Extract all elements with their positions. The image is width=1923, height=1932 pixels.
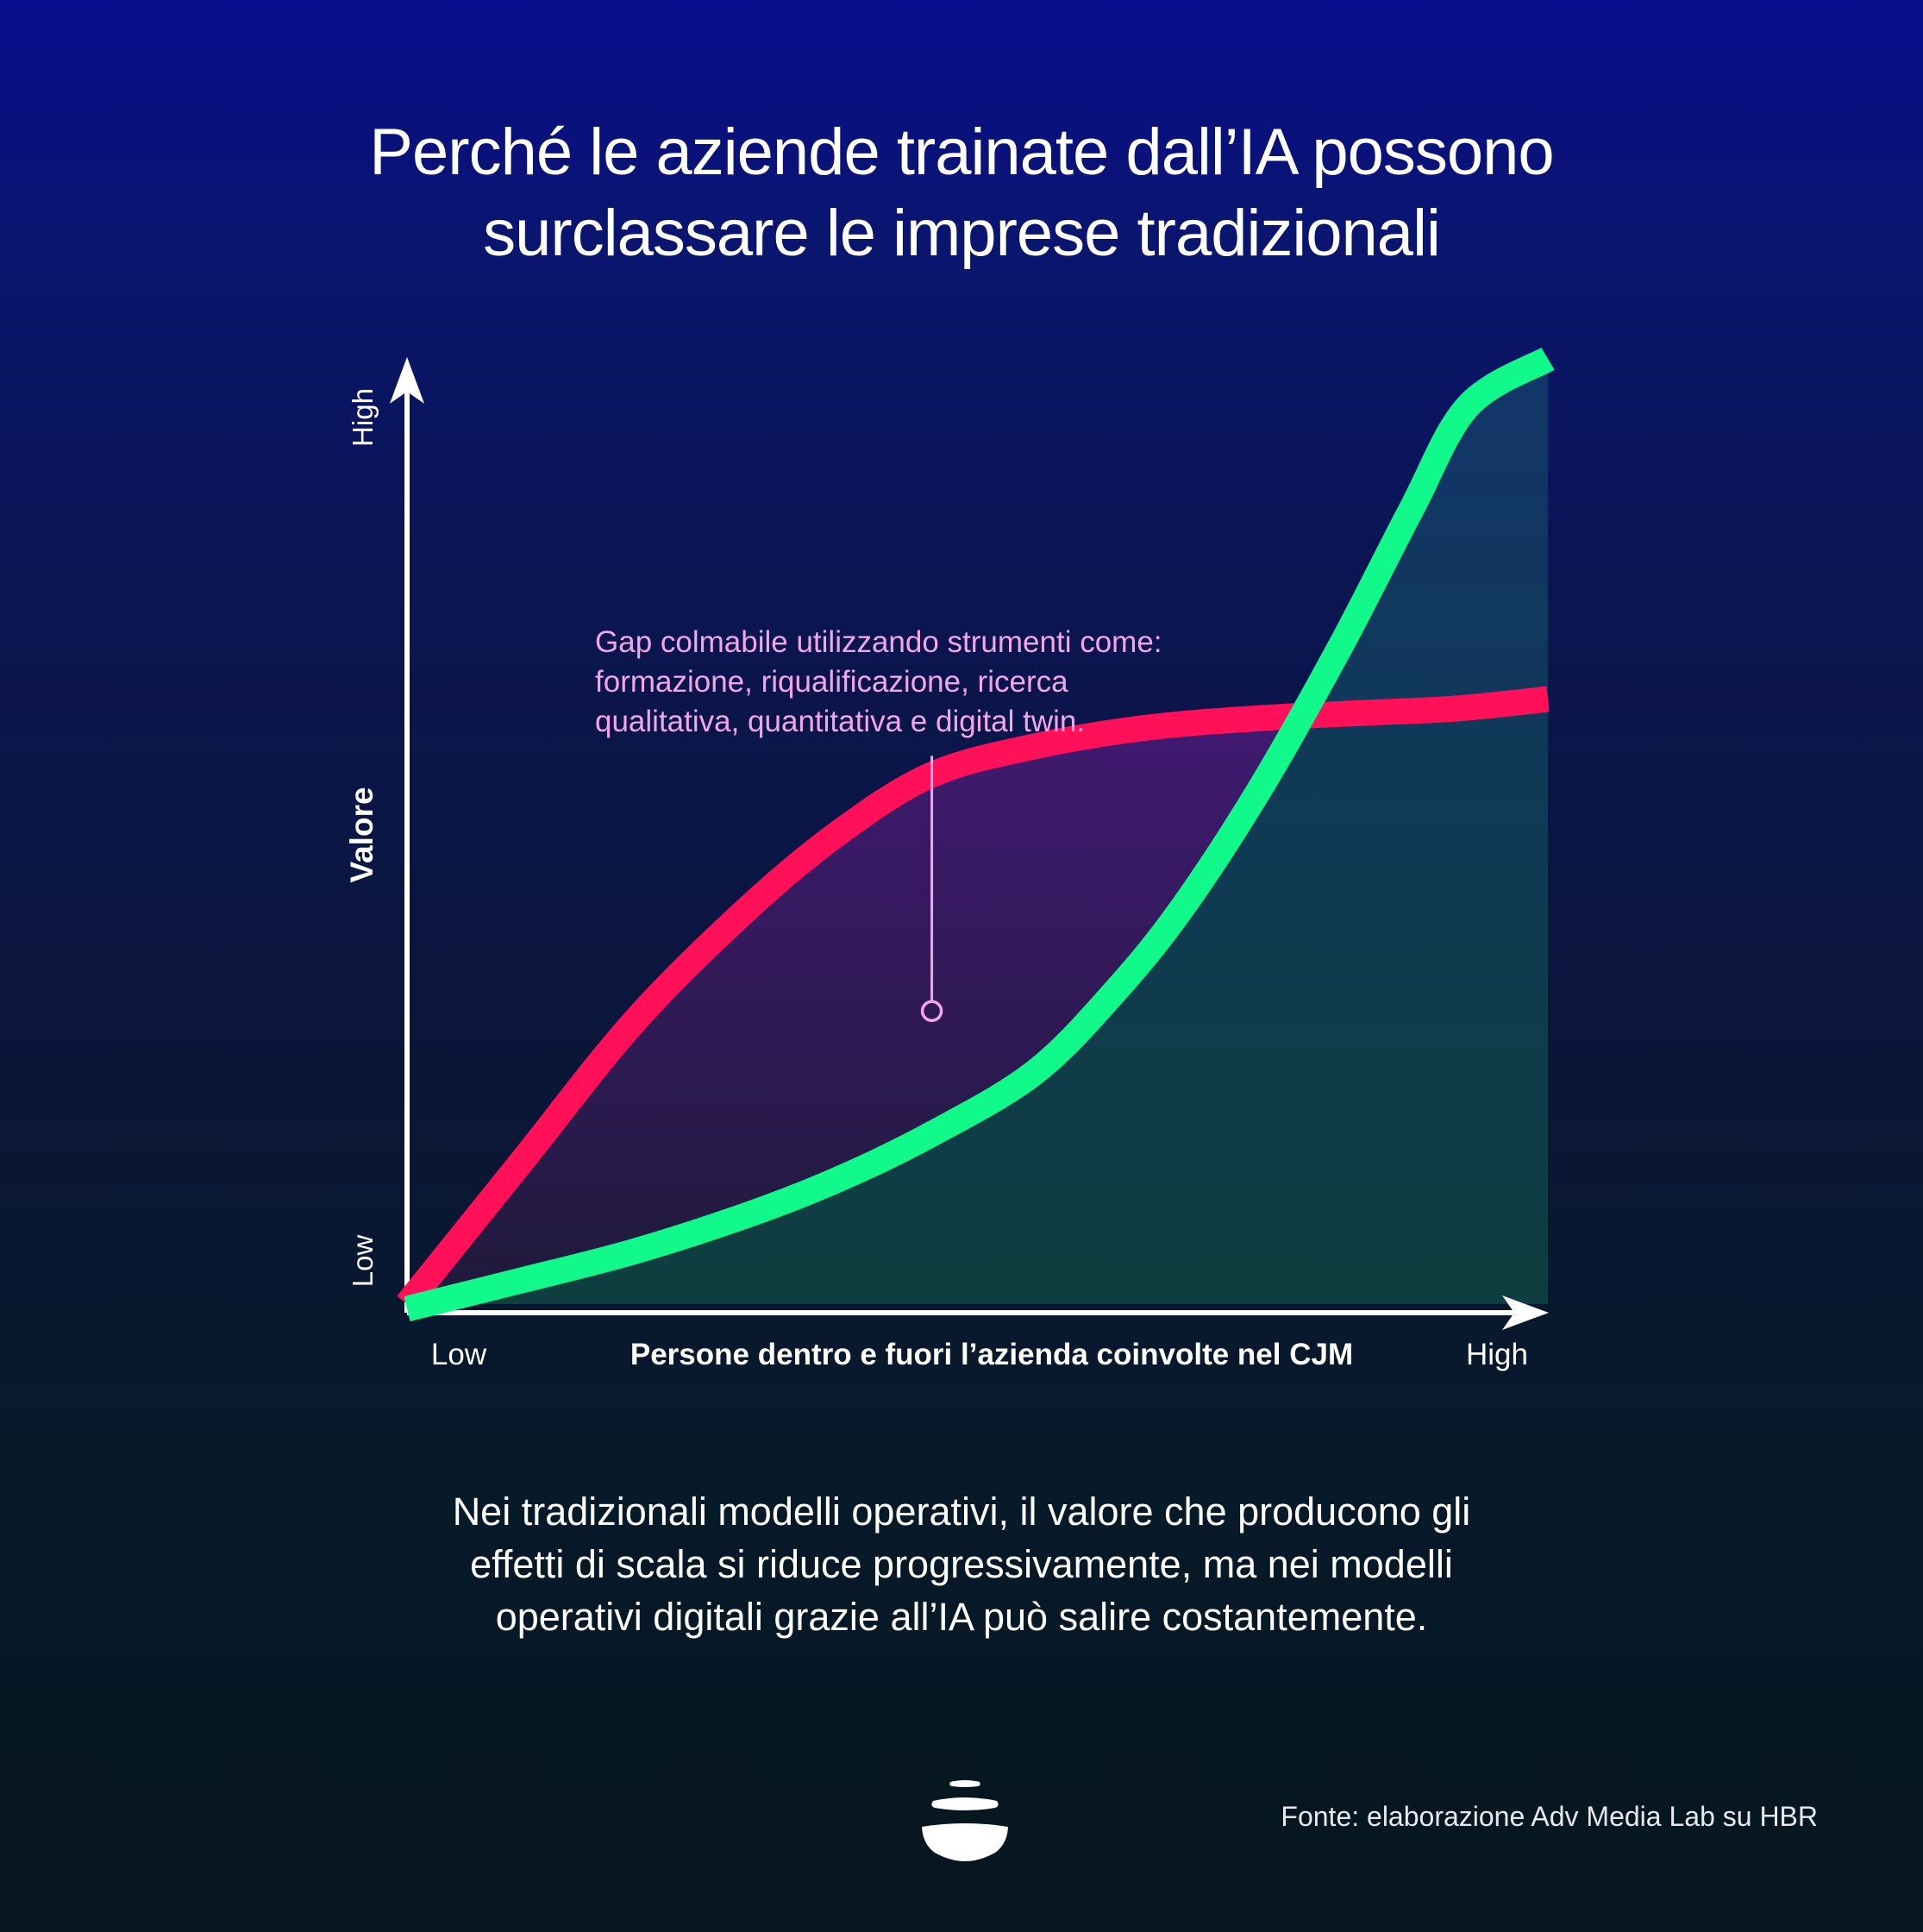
annotation-text-line: Gap colmabile utilizzando strumenti come… <box>595 625 1162 659</box>
y-axis-label: Valore <box>344 787 379 882</box>
chart-title: Perché le aziende trainate dall’IA posso… <box>369 116 1554 270</box>
series-line-traditional <box>397 686 1550 1313</box>
series-line-ai-driven <box>404 347 1555 1322</box>
x-axis-label: Persone dentro e fuori l’azienda coinvol… <box>630 1338 1353 1371</box>
gap-area <box>407 716 1301 1309</box>
annotation-text-line: formazione, riqualificazione, ricerca <box>595 665 1068 699</box>
y-tick-label-high: High <box>347 388 379 447</box>
source-text: Fonte: elaborazione Adv Media Lab su HBR <box>1281 1801 1818 1832</box>
area-under-green <box>407 359 1548 1309</box>
annotation-pointer-dot <box>920 1000 943 1022</box>
annotation-text-line: qualitativa, quantitativa e digital twin… <box>595 705 1085 738</box>
stacked-stones-logo-icon <box>922 1780 1008 1861</box>
annotation-text: Gap colmabile utilizzando strumenti come… <box>595 625 1162 738</box>
x-axis-arrowhead <box>1502 1295 1549 1330</box>
x-tick-label-low: Low <box>431 1338 487 1371</box>
caption-text: Nei tradizionali modelli operativi, il v… <box>452 1490 1471 1639</box>
x-tick-label-high: High <box>1466 1338 1528 1371</box>
y-tick-label-low: Low <box>347 1235 379 1288</box>
y-axis-arrowhead <box>390 357 424 404</box>
